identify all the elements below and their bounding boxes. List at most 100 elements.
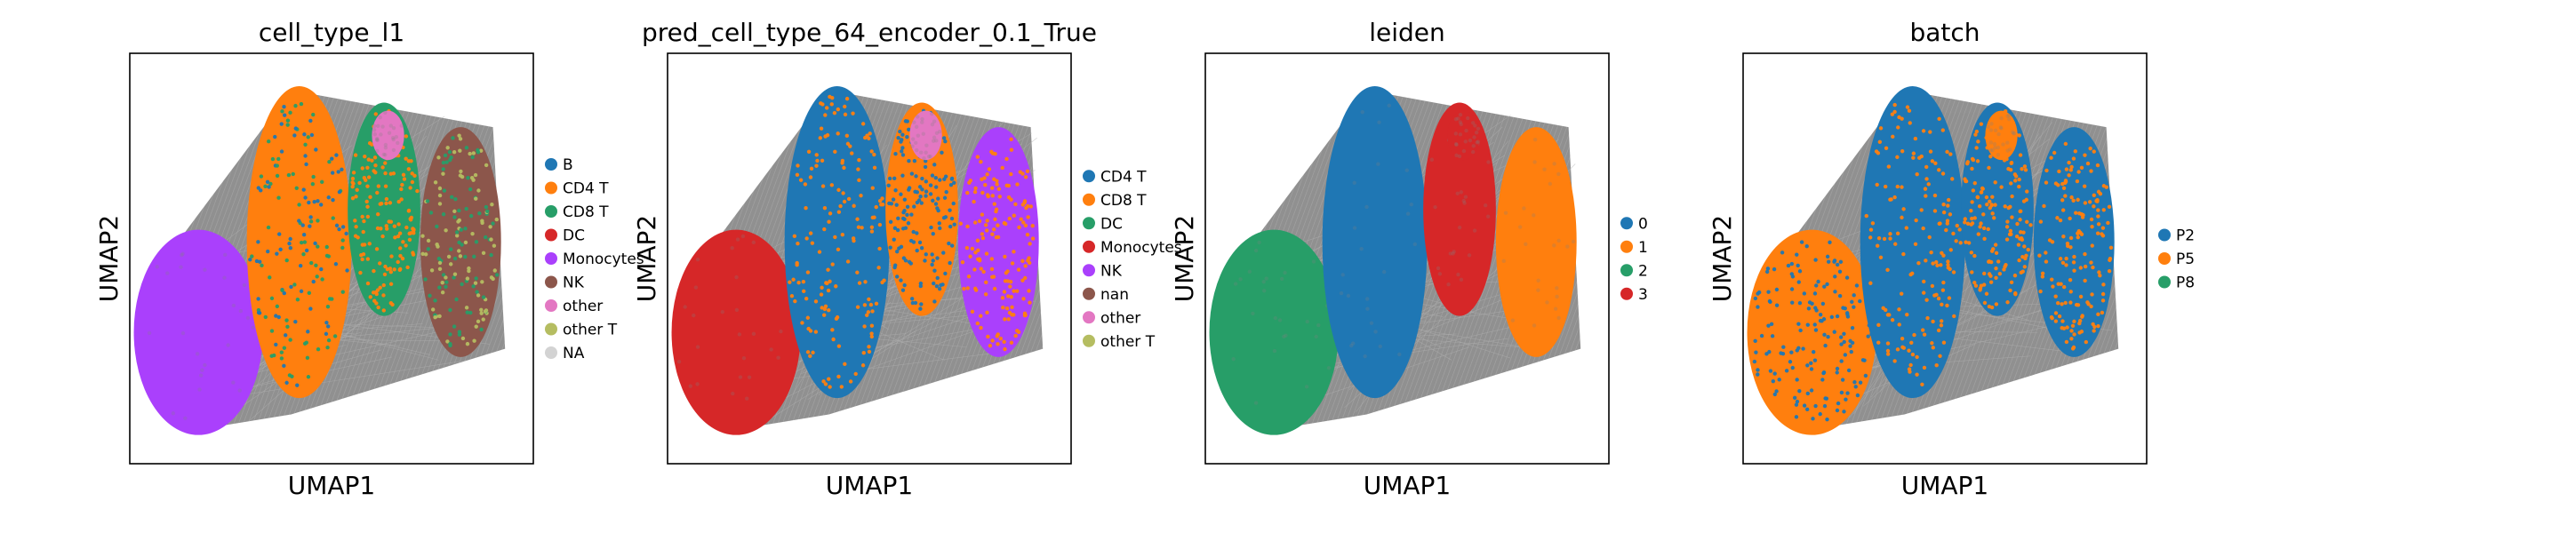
scatter-point <box>2107 204 2112 210</box>
scatter-point <box>848 144 852 148</box>
scatter-point <box>1892 359 1897 363</box>
scatter-point <box>869 323 875 328</box>
scatter-point <box>365 184 370 188</box>
scatter-point <box>2089 169 2093 173</box>
scatter-point <box>2007 117 2012 122</box>
scatter-point <box>1823 343 1828 348</box>
scatter-point <box>1001 306 1005 310</box>
scatter-point <box>392 224 397 228</box>
scatter-point <box>1864 213 1868 219</box>
scatter-point <box>288 236 292 242</box>
scatter-point <box>448 262 453 266</box>
scatter-point <box>400 256 405 261</box>
scatter-point <box>1825 282 1829 287</box>
scatter-point <box>977 257 982 261</box>
scatter-point <box>2058 218 2063 223</box>
scatter-point <box>436 155 441 160</box>
scatter-point <box>1948 266 1952 272</box>
scatter-point <box>805 270 811 274</box>
scatter-point <box>1923 187 1928 191</box>
scatter-point <box>820 184 826 188</box>
scatter-point <box>327 159 332 164</box>
scatter-point <box>805 350 811 354</box>
scatter-point <box>378 115 382 120</box>
scatter-point <box>254 259 260 264</box>
scatter-point <box>868 131 872 136</box>
scatter-point <box>267 185 271 189</box>
scatter-point <box>1936 328 1941 333</box>
legend-marker <box>1620 217 1633 230</box>
scatter-point <box>2005 114 2010 118</box>
scatter-point <box>2090 225 2094 229</box>
scatter-point <box>2083 278 2087 283</box>
scatter-point <box>911 137 916 141</box>
cluster-midR <box>348 102 420 316</box>
scatter-point <box>1957 227 1962 232</box>
scatter-point <box>1023 223 1028 228</box>
scatter-point <box>320 179 324 185</box>
scatter-point <box>2011 131 2016 136</box>
scatter-point <box>1818 318 1823 323</box>
scatter-point <box>900 138 904 142</box>
scatter-point <box>453 196 458 202</box>
scatter-point <box>870 309 875 314</box>
scatter-point <box>269 296 275 301</box>
scatter-point <box>1837 269 1843 274</box>
scatter-point <box>451 136 455 140</box>
scatter-point <box>918 283 923 289</box>
scatter-point <box>966 274 972 279</box>
legend-marker <box>545 299 557 312</box>
scatter-point <box>2071 198 2076 203</box>
scatter-point <box>1974 129 1980 134</box>
scatter-point <box>203 362 207 368</box>
scatter-point <box>973 286 978 290</box>
scatter-point <box>375 148 380 154</box>
scatter-point <box>1756 368 1760 372</box>
scatter-point <box>1836 401 1841 406</box>
scatter-point <box>282 105 286 109</box>
scatter-point <box>1009 137 1013 142</box>
scatter-point <box>1885 352 1891 356</box>
scatter-point <box>306 330 310 334</box>
scatter-point <box>2095 231 2100 235</box>
scatter-point <box>1772 371 1777 376</box>
scatter-point <box>695 382 700 386</box>
scatter-point <box>830 262 835 266</box>
scatter-point <box>391 137 396 142</box>
scatter-point <box>365 257 371 261</box>
scatter-point <box>1453 131 1459 136</box>
scatter-point <box>880 203 885 207</box>
scatter-point <box>415 188 420 194</box>
legend-label: NK <box>1100 262 1123 280</box>
scatter-point <box>1858 298 1862 304</box>
scatter-point <box>360 166 364 171</box>
scatter-point <box>314 147 318 152</box>
scatter-point <box>404 243 408 248</box>
scatter-point <box>375 190 380 195</box>
scatter-point <box>324 320 329 325</box>
scatter-point <box>256 310 261 315</box>
scatter-point <box>470 155 475 160</box>
scatter-point <box>1888 197 1892 202</box>
scatter-point <box>1811 417 1815 421</box>
scatter-point <box>942 177 947 181</box>
scatter-point <box>1273 315 1278 321</box>
scatter-point <box>288 246 293 251</box>
scatter-point <box>2018 218 2022 222</box>
scatter-point <box>452 272 458 276</box>
scatter-point <box>411 252 416 257</box>
scatter-point <box>133 229 263 435</box>
scatter-point <box>2080 314 2084 319</box>
scatter-point <box>830 328 835 332</box>
scatter-point <box>1805 322 1810 327</box>
scatter-point <box>2100 310 2105 315</box>
x-axis-label: UMAP1 <box>826 471 914 500</box>
scatter-point <box>1934 292 1939 298</box>
scatter-point <box>1990 148 1995 153</box>
scatter-point <box>1030 223 1035 228</box>
scatter-point <box>1009 295 1013 299</box>
scatter-point <box>1977 203 1982 209</box>
scatter-point <box>970 246 975 251</box>
scatter-point <box>1797 269 1803 274</box>
